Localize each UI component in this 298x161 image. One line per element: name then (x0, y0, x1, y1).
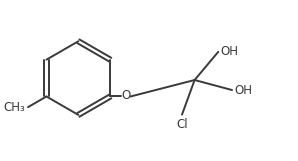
Text: O: O (121, 89, 130, 102)
Text: OH: OH (234, 84, 252, 97)
Text: CH₃: CH₃ (3, 101, 25, 114)
Text: Cl: Cl (176, 118, 188, 131)
Text: OH: OH (220, 45, 238, 58)
